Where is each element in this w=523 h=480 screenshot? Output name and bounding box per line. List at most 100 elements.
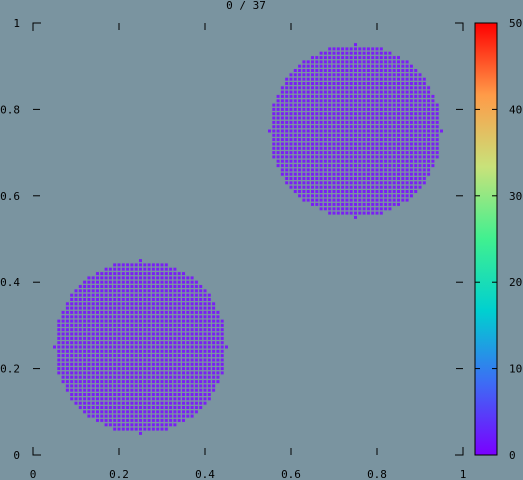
data-point (100, 350, 103, 353)
y-tick-label: 1 (13, 17, 20, 30)
data-point (410, 134, 413, 137)
data-point (345, 91, 348, 94)
data-point (371, 155, 374, 158)
data-point (113, 410, 116, 413)
data-point (302, 108, 305, 111)
data-point (320, 112, 323, 115)
data-point (401, 125, 404, 128)
data-point (126, 285, 129, 288)
data-point (401, 151, 404, 154)
data-point (363, 52, 366, 55)
data-point (311, 173, 314, 176)
data-point (92, 320, 95, 323)
data-point (135, 346, 138, 349)
data-point (75, 376, 78, 379)
data-point (311, 112, 314, 115)
data-point (345, 160, 348, 163)
data-point (285, 104, 288, 107)
data-point (350, 60, 353, 63)
data-point (156, 272, 159, 275)
data-point (178, 281, 181, 284)
data-point (79, 350, 82, 353)
data-point (139, 384, 142, 387)
data-point (328, 155, 331, 158)
data-point (92, 350, 95, 353)
data-point (135, 428, 138, 431)
data-point (173, 350, 176, 353)
data-point (345, 104, 348, 107)
data-point (83, 410, 86, 413)
data-point (109, 281, 112, 284)
data-point (148, 415, 151, 418)
data-point (165, 428, 168, 431)
data-point (96, 367, 99, 370)
data-point (320, 104, 323, 107)
data-point (419, 99, 422, 102)
data-point (380, 104, 383, 107)
data-point (380, 73, 383, 76)
data-point (148, 302, 151, 305)
data-point (83, 337, 86, 340)
data-point (139, 376, 142, 379)
data-point (118, 285, 121, 288)
data-point (191, 320, 194, 323)
data-point (307, 147, 310, 150)
data-point (113, 350, 116, 353)
data-point (337, 203, 340, 206)
data-point (191, 341, 194, 344)
data-point (143, 302, 146, 305)
data-point (376, 207, 379, 210)
data-point (410, 86, 413, 89)
data-point (376, 164, 379, 167)
data-point (122, 285, 125, 288)
data-point (388, 99, 391, 102)
data-point (208, 371, 211, 374)
data-point (208, 384, 211, 387)
data-point (126, 281, 129, 284)
data-point (380, 173, 383, 176)
data-point (419, 112, 422, 115)
data-point (105, 376, 108, 379)
data-point (294, 78, 297, 81)
data-point (302, 155, 305, 158)
data-point (341, 65, 344, 68)
data-point (345, 203, 348, 206)
data-point (161, 341, 164, 344)
data-point (156, 419, 159, 422)
data-point (290, 86, 293, 89)
data-point (388, 155, 391, 158)
data-point (358, 151, 361, 154)
data-point (290, 155, 293, 158)
data-point (204, 341, 207, 344)
data-point (419, 173, 422, 176)
data-point (70, 346, 73, 349)
data-point (350, 168, 353, 171)
data-point (350, 155, 353, 158)
data-point (431, 151, 434, 154)
data-point (83, 311, 86, 314)
data-point (79, 380, 82, 383)
data-point (173, 298, 176, 301)
data-point (388, 73, 391, 76)
data-point (208, 328, 211, 331)
data-point (208, 294, 211, 297)
data-point (315, 99, 318, 102)
data-point (143, 363, 146, 366)
data-point (169, 320, 172, 323)
data-point (161, 294, 164, 297)
data-point (186, 354, 189, 357)
data-point (92, 354, 95, 357)
data-point (397, 91, 400, 94)
data-point (401, 60, 404, 63)
data-point (281, 155, 284, 158)
data-point (371, 99, 374, 102)
data-point (122, 371, 125, 374)
data-point (341, 69, 344, 72)
data-point (363, 138, 366, 141)
data-point (337, 186, 340, 189)
data-point (423, 86, 426, 89)
data-point (302, 82, 305, 85)
data-point (87, 415, 90, 418)
data-point (191, 337, 194, 340)
data-point (182, 276, 185, 279)
